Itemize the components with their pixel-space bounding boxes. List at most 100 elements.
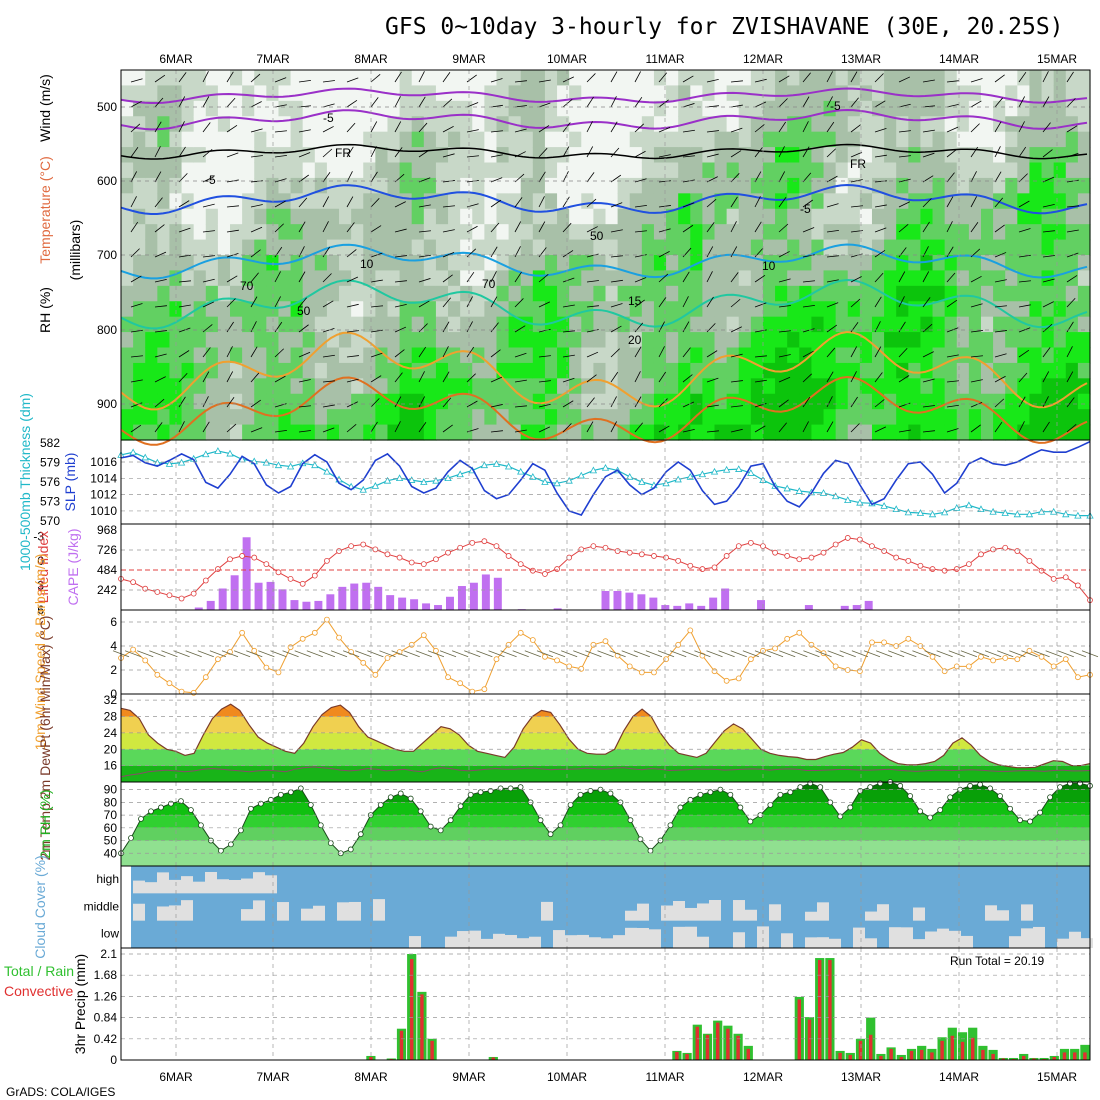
rh-cell bbox=[605, 162, 619, 179]
rh-cell bbox=[193, 362, 207, 379]
rh-cell bbox=[411, 116, 425, 133]
wind-ylabel: 10m Wind Speed & Barbs (m/s) bbox=[32, 554, 48, 751]
rh-cell bbox=[121, 239, 134, 256]
rh-cell bbox=[702, 224, 716, 241]
rh-cell bbox=[666, 131, 679, 148]
rh-cell bbox=[980, 270, 994, 287]
rh-cell bbox=[835, 131, 849, 148]
rh-cell bbox=[508, 208, 522, 225]
rh-series-point bbox=[327, 840, 334, 846]
rh-cell bbox=[1029, 332, 1043, 349]
rh-cell bbox=[472, 255, 485, 272]
thickness-series-point bbox=[747, 469, 755, 476]
rh-cell bbox=[145, 255, 158, 272]
rh-cell bbox=[811, 316, 825, 333]
wind-barb bbox=[274, 375, 286, 383]
rh-cell bbox=[823, 316, 837, 333]
rh-cell bbox=[605, 362, 619, 379]
rh-cell bbox=[1005, 270, 1018, 287]
wind-barb bbox=[994, 121, 1002, 133]
lifted-index-series-point bbox=[965, 561, 972, 568]
rh-tick: 80 bbox=[104, 795, 118, 809]
rh-cell bbox=[326, 424, 340, 441]
rh-cell bbox=[629, 362, 643, 379]
rh-cell bbox=[399, 347, 413, 364]
rh-cell bbox=[1065, 362, 1079, 379]
wind-barb bbox=[634, 346, 642, 358]
rh-cell bbox=[290, 100, 304, 117]
rh-cell bbox=[944, 239, 958, 256]
wind-barb bbox=[730, 326, 742, 333]
rh-cell bbox=[629, 208, 643, 225]
rh-cell bbox=[242, 239, 255, 256]
rh-cell bbox=[375, 347, 389, 364]
wind-barb-10m bbox=[330, 650, 348, 658]
wind-barb bbox=[754, 247, 764, 258]
rh-cell bbox=[363, 316, 376, 333]
rh-cell bbox=[690, 177, 703, 194]
rh-cell bbox=[532, 193, 546, 210]
rh-cell bbox=[993, 208, 1006, 225]
wind-barb bbox=[1066, 98, 1076, 108]
date-label-bottom: 15MAR bbox=[1037, 1070, 1077, 1084]
rh-cell bbox=[835, 301, 849, 318]
rh-cell bbox=[169, 362, 183, 379]
wind-barb bbox=[946, 221, 953, 233]
rh-cell bbox=[532, 409, 546, 426]
rh-series-point bbox=[128, 835, 134, 841]
rh-cell bbox=[363, 393, 376, 410]
rh-cell bbox=[193, 424, 207, 441]
wind-barb-10m bbox=[197, 650, 214, 658]
rh-cell bbox=[617, 347, 631, 364]
rh-cell bbox=[375, 316, 389, 333]
wind-barb-10m bbox=[561, 650, 578, 658]
wind-barb bbox=[778, 354, 791, 358]
rh-cell bbox=[944, 424, 958, 441]
wind-barb bbox=[1066, 252, 1079, 258]
rh-cell bbox=[121, 332, 134, 349]
wind-speed-series-point bbox=[772, 645, 778, 652]
panel-slp bbox=[121, 440, 1090, 524]
rh-cell bbox=[339, 347, 352, 364]
rh-cell bbox=[157, 409, 171, 426]
rh-cell bbox=[217, 301, 231, 318]
rh-cell bbox=[145, 332, 158, 349]
thickness-series-point bbox=[565, 476, 573, 484]
rh-cell bbox=[762, 285, 776, 302]
wind-barb bbox=[346, 171, 353, 183]
rh-cell bbox=[835, 424, 849, 441]
cape-bar bbox=[422, 603, 431, 610]
rh-cell bbox=[242, 316, 255, 333]
cape-bar bbox=[254, 582, 263, 610]
rh-cell bbox=[205, 332, 219, 349]
rh-cell bbox=[1017, 162, 1031, 179]
rh-cell bbox=[823, 147, 837, 164]
precip-tick: 0.84 bbox=[94, 1011, 118, 1025]
rh-cell bbox=[1005, 70, 1018, 87]
rh-cell bbox=[593, 193, 607, 210]
rh-cell bbox=[968, 285, 982, 302]
rh-cell bbox=[871, 85, 885, 102]
rh-cell bbox=[544, 70, 558, 87]
rh-cell bbox=[871, 255, 885, 272]
wind-barb bbox=[946, 299, 958, 308]
wind-barb bbox=[178, 327, 191, 333]
rh-cell bbox=[738, 409, 752, 426]
rh-cell bbox=[775, 147, 788, 164]
rh-cell bbox=[314, 224, 328, 241]
rh-cell bbox=[653, 193, 667, 210]
rh-cell bbox=[581, 362, 594, 379]
wind-barb bbox=[202, 255, 215, 258]
precip-convective-bar bbox=[726, 1028, 730, 1060]
rh-series-point bbox=[897, 782, 904, 789]
wind-barb bbox=[226, 346, 233, 358]
rh-cell bbox=[375, 177, 389, 194]
rh-cell bbox=[690, 116, 703, 133]
rh-cell bbox=[242, 85, 255, 102]
cloud-cover-bar bbox=[301, 908, 313, 921]
temp-tick: 20 bbox=[104, 742, 118, 756]
rh-cell bbox=[278, 116, 292, 133]
rh-cell bbox=[532, 255, 546, 272]
precip-convective-bar bbox=[807, 1019, 812, 1060]
wind-barb bbox=[394, 147, 403, 158]
